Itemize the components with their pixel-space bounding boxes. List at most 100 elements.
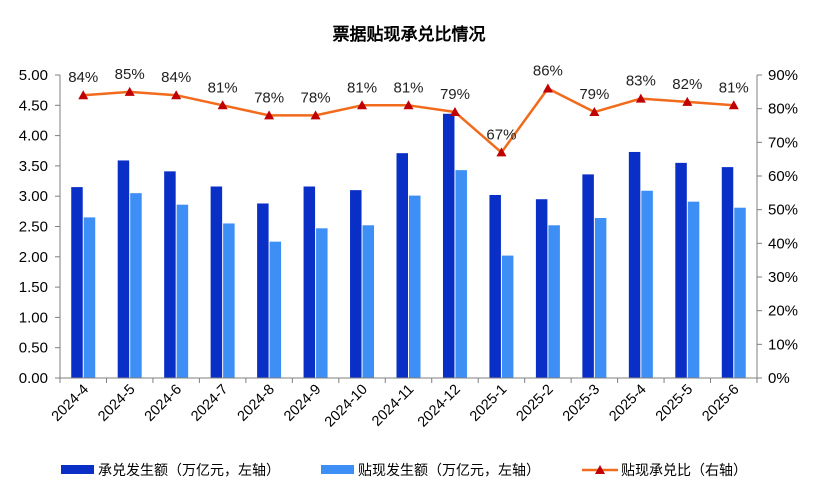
- bar-acceptance: [396, 153, 408, 378]
- legend: 承兑发生额（万亿元，左轴） 贴现发生额（万亿元，左轴） 贴现承兑比（右轴）: [61, 463, 747, 479]
- bar-acceptance: [489, 194, 501, 378]
- y-right-tick-label: 30%: [768, 269, 798, 286]
- y-right-tick-label: 60%: [768, 168, 798, 185]
- ratio-data-label: 81%: [393, 79, 423, 96]
- legend-label-acceptance: 承兑发生额（万亿元，左轴）: [98, 463, 280, 479]
- legend-label-ratio: 贴现承兑比（右轴）: [621, 463, 747, 479]
- plot-area: 84% 85% 84% 81% 78% 78% 81% 81% 79% 67% 86% 79% 83% 8…: [68, 62, 749, 378]
- ratio-data-label: 83%: [626, 73, 656, 90]
- bar-discount: [223, 223, 235, 378]
- bar-acceptance: [535, 199, 548, 378]
- y-left-tick-label: 4.00: [19, 128, 48, 145]
- ratio-marker: [635, 93, 646, 103]
- bar-acceptance: [164, 171, 176, 378]
- ratio-data-label: 81%: [208, 79, 238, 96]
- bar-discount: [687, 201, 700, 378]
- bar-acceptance: [117, 160, 130, 378]
- y-left-tick-label: 0.00: [19, 370, 48, 387]
- ratio-data-label: 78%: [301, 89, 331, 106]
- bar-acceptance: [350, 190, 362, 378]
- bar-discount: [269, 241, 282, 378]
- ratio-data-label: 81%: [347, 79, 377, 96]
- ratio-marker: [124, 86, 135, 96]
- x-tick-label: 2024-8: [235, 382, 278, 425]
- legend-label-discount: 贴现发生额（万亿元，左轴）: [358, 463, 540, 479]
- bar-discount: [316, 228, 328, 378]
- y-left-tick-label: 1.00: [19, 309, 48, 326]
- x-tick-label: 2025-3: [560, 382, 603, 425]
- bar-discount: [83, 217, 96, 378]
- ratio-marker: [542, 83, 553, 93]
- ratio-marker: [728, 100, 739, 110]
- ratio-data-label: 81%: [719, 79, 749, 96]
- bar-discount: [176, 204, 189, 378]
- x-tick-label: 2025-6: [699, 382, 742, 425]
- legend-swatch-acceptance: [61, 465, 94, 474]
- x-tick-label: 2024-11: [369, 382, 417, 430]
- y-right-tick-label: 0%: [768, 370, 790, 387]
- bar-discount: [130, 193, 142, 378]
- ratio-data-label: 67%: [486, 126, 516, 143]
- bar-acceptance: [442, 113, 455, 378]
- bar-acceptance: [675, 162, 687, 378]
- bar-discount: [455, 170, 467, 378]
- x-tick-label: 2025-5: [653, 382, 696, 425]
- ratio-data-label: 79%: [579, 86, 609, 103]
- ratio-marker: [403, 100, 414, 110]
- bar-acceptance: [582, 174, 594, 378]
- ratio-marker: [217, 100, 228, 110]
- y-left-tick-label: 3.50: [19, 158, 48, 175]
- ratio-data-label: 82%: [672, 76, 702, 93]
- bar-acceptance: [210, 186, 223, 378]
- y-left-tick-label: 2.00: [19, 249, 48, 266]
- ratio-data-label: 84%: [68, 69, 98, 86]
- bar-acceptance: [71, 187, 83, 378]
- legend-marker-ratio: [595, 465, 605, 474]
- ratio-marker: [496, 147, 507, 157]
- y-left-tick-label: 4.50: [19, 97, 48, 114]
- ratio-line: [83, 87, 734, 154]
- bar-discount: [641, 190, 653, 378]
- y-left-tick-label: 0.50: [19, 340, 48, 357]
- ratio-marker: [264, 110, 275, 120]
- ratio-marker: [171, 90, 182, 100]
- x-tick-label: 2024-7: [188, 382, 231, 425]
- ratio-marker: [589, 107, 600, 117]
- y-right-tick-label: 20%: [768, 303, 798, 320]
- x-tick-label: 2024-9: [281, 382, 324, 425]
- bar-discount: [734, 207, 746, 378]
- x-tick-label: 2024-12: [415, 382, 464, 431]
- ratio-marker: [78, 90, 89, 100]
- ratio-data-label: 85%: [115, 66, 145, 83]
- ratio-data-label: 79%: [440, 86, 470, 103]
- chart-title: 票据贴现承兑比情况: [333, 24, 486, 45]
- x-tick-label: 2024-10: [322, 382, 371, 431]
- y-right-tick-label: 50%: [768, 202, 798, 219]
- bar-acceptance: [257, 203, 269, 378]
- ratio-marker: [357, 100, 368, 110]
- y-right-tick-label: 80%: [768, 101, 798, 118]
- y-right-tick-label: 10%: [768, 336, 798, 353]
- y-left-tick-label: 1.50: [19, 279, 48, 296]
- y-left-tick-label: 2.50: [19, 219, 48, 236]
- x-tick-label: 2024-6: [142, 382, 185, 425]
- bar-discount: [501, 255, 514, 378]
- bar-acceptance: [303, 186, 316, 378]
- ratio-marker: [449, 107, 460, 117]
- y-right-tick-label: 70%: [768, 134, 798, 151]
- bar-discount: [362, 225, 375, 378]
- ratio-data-label: 84%: [161, 69, 191, 86]
- x-tick-label: 2025-4: [606, 382, 649, 425]
- bar-discount: [409, 195, 421, 378]
- ratio-data-label: 86%: [533, 62, 563, 79]
- y-left-tick-label: 5.00: [19, 67, 48, 84]
- x-tick-label: 2025-2: [513, 382, 556, 425]
- y-left-tick-label: 3.00: [19, 188, 48, 205]
- y-right-tick-label: 90%: [768, 67, 798, 84]
- ratio-data-label: 78%: [254, 89, 284, 106]
- legend-swatch-discount: [321, 465, 354, 474]
- bar-discount: [594, 218, 607, 378]
- bar-acceptance: [721, 167, 734, 378]
- y-right-tick-label: 40%: [768, 235, 798, 252]
- x-tick-label: 2024-4: [49, 382, 92, 425]
